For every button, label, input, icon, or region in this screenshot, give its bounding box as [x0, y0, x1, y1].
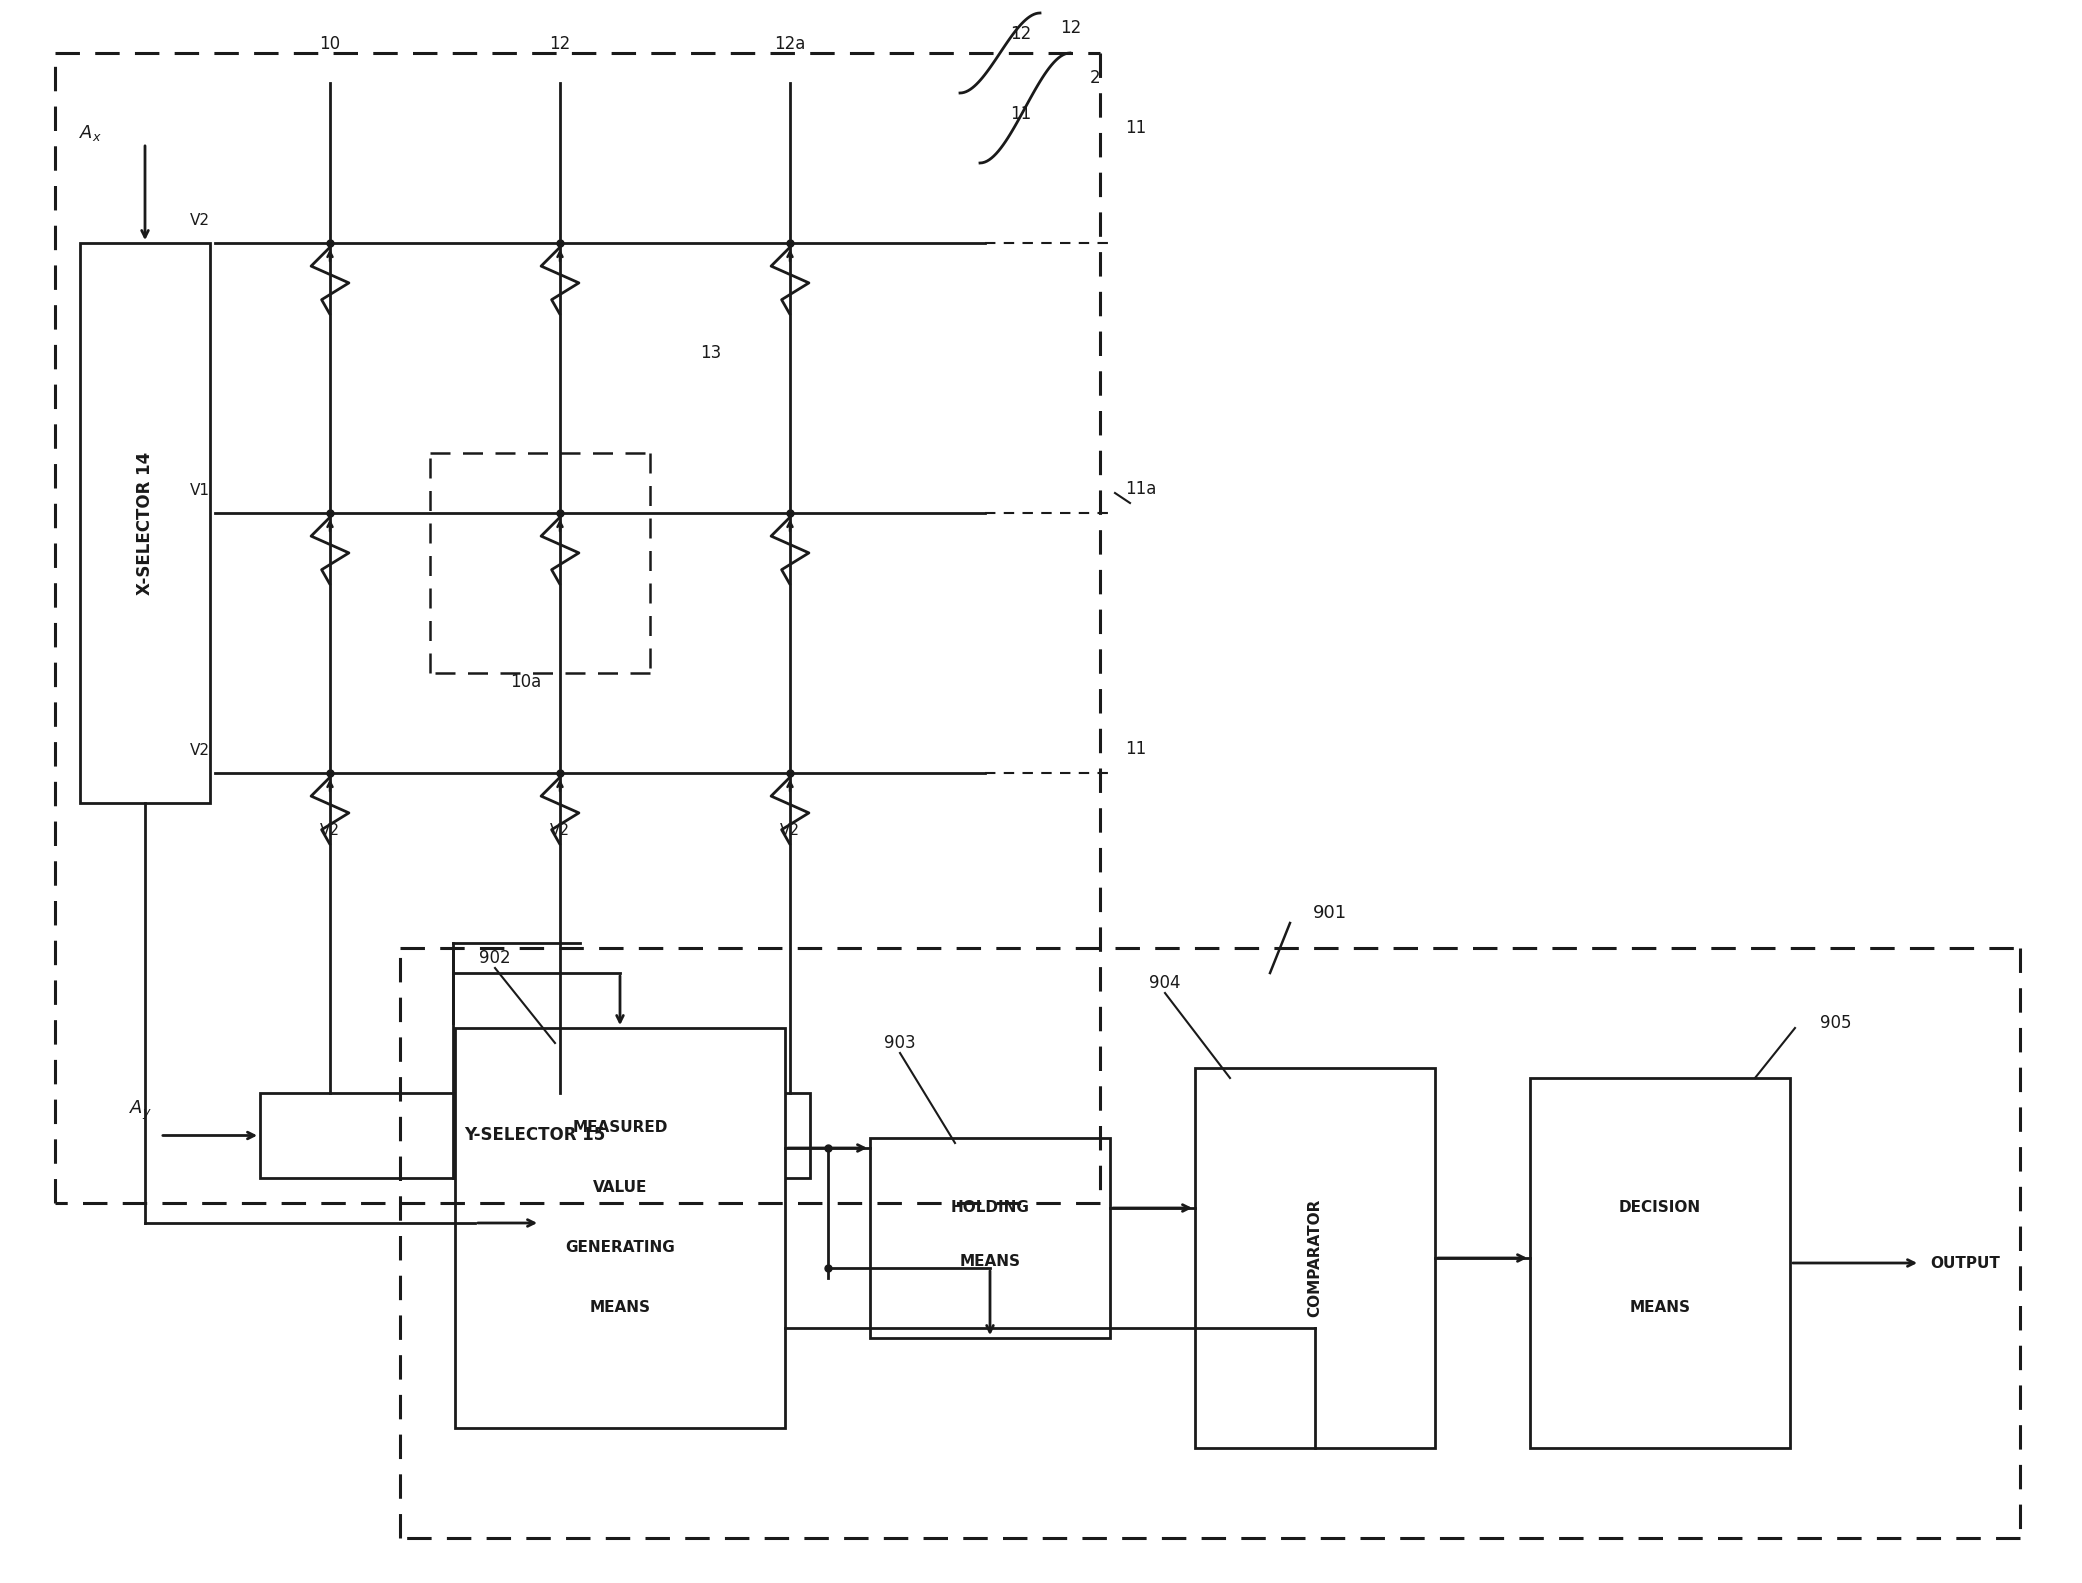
Text: 10: 10	[319, 35, 341, 52]
Text: 904: 904	[1149, 974, 1180, 993]
Text: DECISION: DECISION	[1620, 1200, 1701, 1216]
Text: MEASURED: MEASURED	[573, 1121, 668, 1135]
Text: V1: V1	[189, 483, 210, 499]
Text: 905: 905	[1820, 1015, 1851, 1032]
Text: 12: 12	[1060, 19, 1081, 36]
Text: VALUE: VALUE	[593, 1181, 648, 1195]
Text: 10a: 10a	[510, 673, 541, 692]
Bar	[79, 244, 210, 803]
Text: V2: V2	[321, 823, 339, 837]
Text: 2: 2	[1091, 70, 1101, 87]
Text: V2: V2	[781, 823, 799, 837]
Text: 13: 13	[700, 344, 720, 363]
Text: V2: V2	[189, 214, 210, 228]
Text: OUTPUT: OUTPUT	[1930, 1255, 2001, 1271]
Text: V2: V2	[189, 742, 210, 758]
Text: $A_x$: $A_x$	[79, 123, 102, 142]
Text: 901: 901	[1314, 904, 1347, 921]
Bar	[260, 1092, 810, 1178]
Text: 11: 11	[1010, 104, 1031, 123]
Text: X-SELECTOR 14: X-SELECTOR 14	[135, 451, 154, 595]
Text: 11: 11	[1124, 739, 1147, 758]
Text: 11: 11	[1124, 119, 1147, 138]
Text: COMPARATOR: COMPARATOR	[1307, 1198, 1322, 1317]
Text: 902: 902	[479, 948, 510, 967]
Text: HOLDING: HOLDING	[951, 1200, 1029, 1216]
Text: MEANS: MEANS	[960, 1254, 1020, 1270]
Text: 903: 903	[885, 1034, 916, 1053]
Bar	[456, 1027, 785, 1428]
Text: GENERATING: GENERATING	[564, 1241, 675, 1255]
Bar	[1530, 1078, 1791, 1448]
Text: V2: V2	[550, 823, 570, 837]
Text: 12: 12	[550, 35, 570, 52]
Text: $A_y$: $A_y$	[129, 1099, 152, 1122]
Text: MEANS: MEANS	[1630, 1300, 1691, 1315]
Text: 12a: 12a	[775, 35, 806, 52]
Bar	[1195, 1069, 1434, 1448]
Bar	[870, 1138, 1110, 1338]
Text: Y-SELECTOR 15: Y-SELECTOR 15	[464, 1127, 606, 1145]
Text: 11a: 11a	[1124, 480, 1156, 499]
Text: MEANS: MEANS	[589, 1301, 650, 1315]
Text: 12: 12	[1010, 25, 1031, 43]
